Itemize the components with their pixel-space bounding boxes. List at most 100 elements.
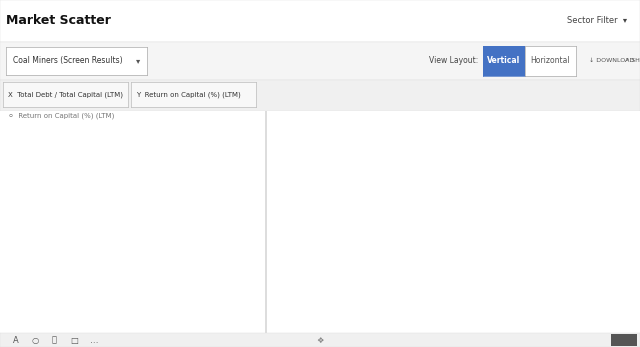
Bar xyxy=(269,189,424,207)
Text: Market Scatter: Market Scatter xyxy=(6,14,111,27)
X-axis label: Total Debt / Total Capital (LTM): Total Debt / Total Capital (LTM) xyxy=(90,317,207,326)
Bar xyxy=(557,133,639,152)
Text: ARLP: ARLP xyxy=(429,175,449,184)
Text: 19.5%: 19.5% xyxy=(530,175,554,184)
Text: 28.82%: 28.82% xyxy=(607,156,635,166)
Bar xyxy=(424,189,476,207)
Text: 15.0%: 15.0% xyxy=(530,138,554,147)
Point xyxy=(97,194,107,199)
Bar xyxy=(557,299,639,318)
Bar xyxy=(557,189,639,207)
Text: CEIX: CEIX xyxy=(76,167,90,172)
Bar xyxy=(269,207,424,226)
Text: 24.03%: 24.03% xyxy=(606,175,635,184)
Text: ○: ○ xyxy=(32,336,39,345)
Bar xyxy=(269,244,424,263)
Text: Coal Miners (Screen Results): Coal Miners (Screen Results) xyxy=(13,56,123,65)
Bar xyxy=(424,226,476,244)
Bar xyxy=(557,318,639,337)
Bar xyxy=(476,109,557,133)
Text: Total Debt/Total Capital 3.5%: Total Debt/Total Capital 3.5% xyxy=(49,142,153,148)
Text: ⚪  Return on Capital (%) (LTM): ⚪ Return on Capital (%) (LTM) xyxy=(8,112,115,119)
Text: ▾: ▾ xyxy=(136,56,140,65)
Bar xyxy=(557,281,639,299)
Point xyxy=(52,175,63,181)
Bar xyxy=(269,263,424,281)
Bar xyxy=(424,152,476,170)
Text: Horizontal: Horizontal xyxy=(531,57,570,65)
Bar xyxy=(476,318,557,337)
Text: EVA: EVA xyxy=(244,236,257,240)
Bar xyxy=(424,207,476,226)
Text: 6.6%: 6.6% xyxy=(534,268,554,276)
Point xyxy=(237,227,247,232)
Text: 12.14%: 12.14% xyxy=(606,230,635,239)
Bar xyxy=(557,152,639,170)
Text: Windrock Land Company: Windrock Land Company xyxy=(275,323,370,332)
Bar xyxy=(269,152,424,170)
Bar xyxy=(557,109,639,133)
Bar xyxy=(557,207,639,226)
Text: ROIC 47%: ROIC 47% xyxy=(40,135,86,144)
Bar xyxy=(269,109,424,133)
Text: -2.90%: -2.90% xyxy=(608,268,635,276)
Text: 5.38%: 5.38% xyxy=(611,249,635,258)
Text: A: A xyxy=(13,336,19,345)
Point xyxy=(35,142,45,147)
Text: Vertical: Vertical xyxy=(488,57,520,65)
Text: Whitehaven:: Whitehaven: xyxy=(40,125,100,134)
Text: Y  Return on Capital (%) (LTM): Y Return on Capital (%) (LTM) xyxy=(136,91,241,98)
Bar xyxy=(476,189,557,207)
Text: HNRG: HNRG xyxy=(104,202,124,207)
Text: ⌢: ⌢ xyxy=(51,336,56,345)
Bar xyxy=(424,281,476,299)
Bar xyxy=(269,133,424,152)
Bar xyxy=(476,133,557,152)
Text: Sector Filter  ▾: Sector Filter ▾ xyxy=(567,16,627,25)
Point xyxy=(90,192,100,198)
Bar xyxy=(476,281,557,299)
Text: Energy Transfer LP: Energy Transfer LP xyxy=(275,249,346,258)
Bar xyxy=(269,299,424,318)
Bar xyxy=(424,109,476,133)
Point xyxy=(68,159,78,164)
Text: 84.4%: 84.4% xyxy=(530,304,554,313)
Text: NRP: NRP xyxy=(429,193,445,202)
Text: □: □ xyxy=(70,336,78,345)
Text: -3.20%: -3.20% xyxy=(608,286,635,295)
Text: View Layout:: View Layout: xyxy=(429,56,478,65)
Text: 39.00%: 39.00% xyxy=(606,138,635,147)
Text: NC: NC xyxy=(54,235,64,240)
Text: X  Total Debt / Total Capital (LTM): X Total Debt / Total Capital (LTM) xyxy=(8,91,123,98)
Bar xyxy=(424,170,476,189)
Text: AREC: AREC xyxy=(251,297,268,302)
Bar xyxy=(476,226,557,244)
Bar xyxy=(269,226,424,244)
Text: ↓ DOWNLOAD: ↓ DOWNLOAD xyxy=(589,58,634,63)
Text: EVA: EVA xyxy=(429,286,444,295)
Text: American Resources Corporation: American Resources Corporation xyxy=(275,304,400,313)
Text: Alliance Resource Partners, L.P.: Alliance Resource Partners, L.P. xyxy=(275,175,394,184)
Bar xyxy=(424,244,476,263)
Text: ET: ET xyxy=(429,249,439,258)
Text: 18.32%: 18.32% xyxy=(606,193,635,202)
Text: 26.4%: 26.4% xyxy=(530,212,554,221)
Text: -40.99%: -40.99% xyxy=(604,304,635,313)
Point xyxy=(167,213,177,219)
Text: Total Debt / Total Capital
(LTM): Total Debt / Total Capital (LTM) xyxy=(447,111,554,131)
Point xyxy=(79,183,90,189)
Bar xyxy=(476,244,557,263)
Bar xyxy=(424,318,476,337)
Text: ↗ SHARE: ↗ SHARE xyxy=(624,58,640,63)
Text: BTU: BTU xyxy=(60,184,73,189)
Bar xyxy=(476,207,557,226)
Bar xyxy=(476,263,557,281)
Point xyxy=(47,227,57,232)
Bar xyxy=(557,244,639,263)
Bar xyxy=(557,263,639,281)
Bar xyxy=(269,318,424,337)
Text: CEIX: CEIX xyxy=(429,138,447,147)
Text: NRP: NRP xyxy=(99,201,111,206)
Text: Pardee Resources Company: Pardee Resources Company xyxy=(275,230,381,239)
Bar xyxy=(476,170,557,189)
